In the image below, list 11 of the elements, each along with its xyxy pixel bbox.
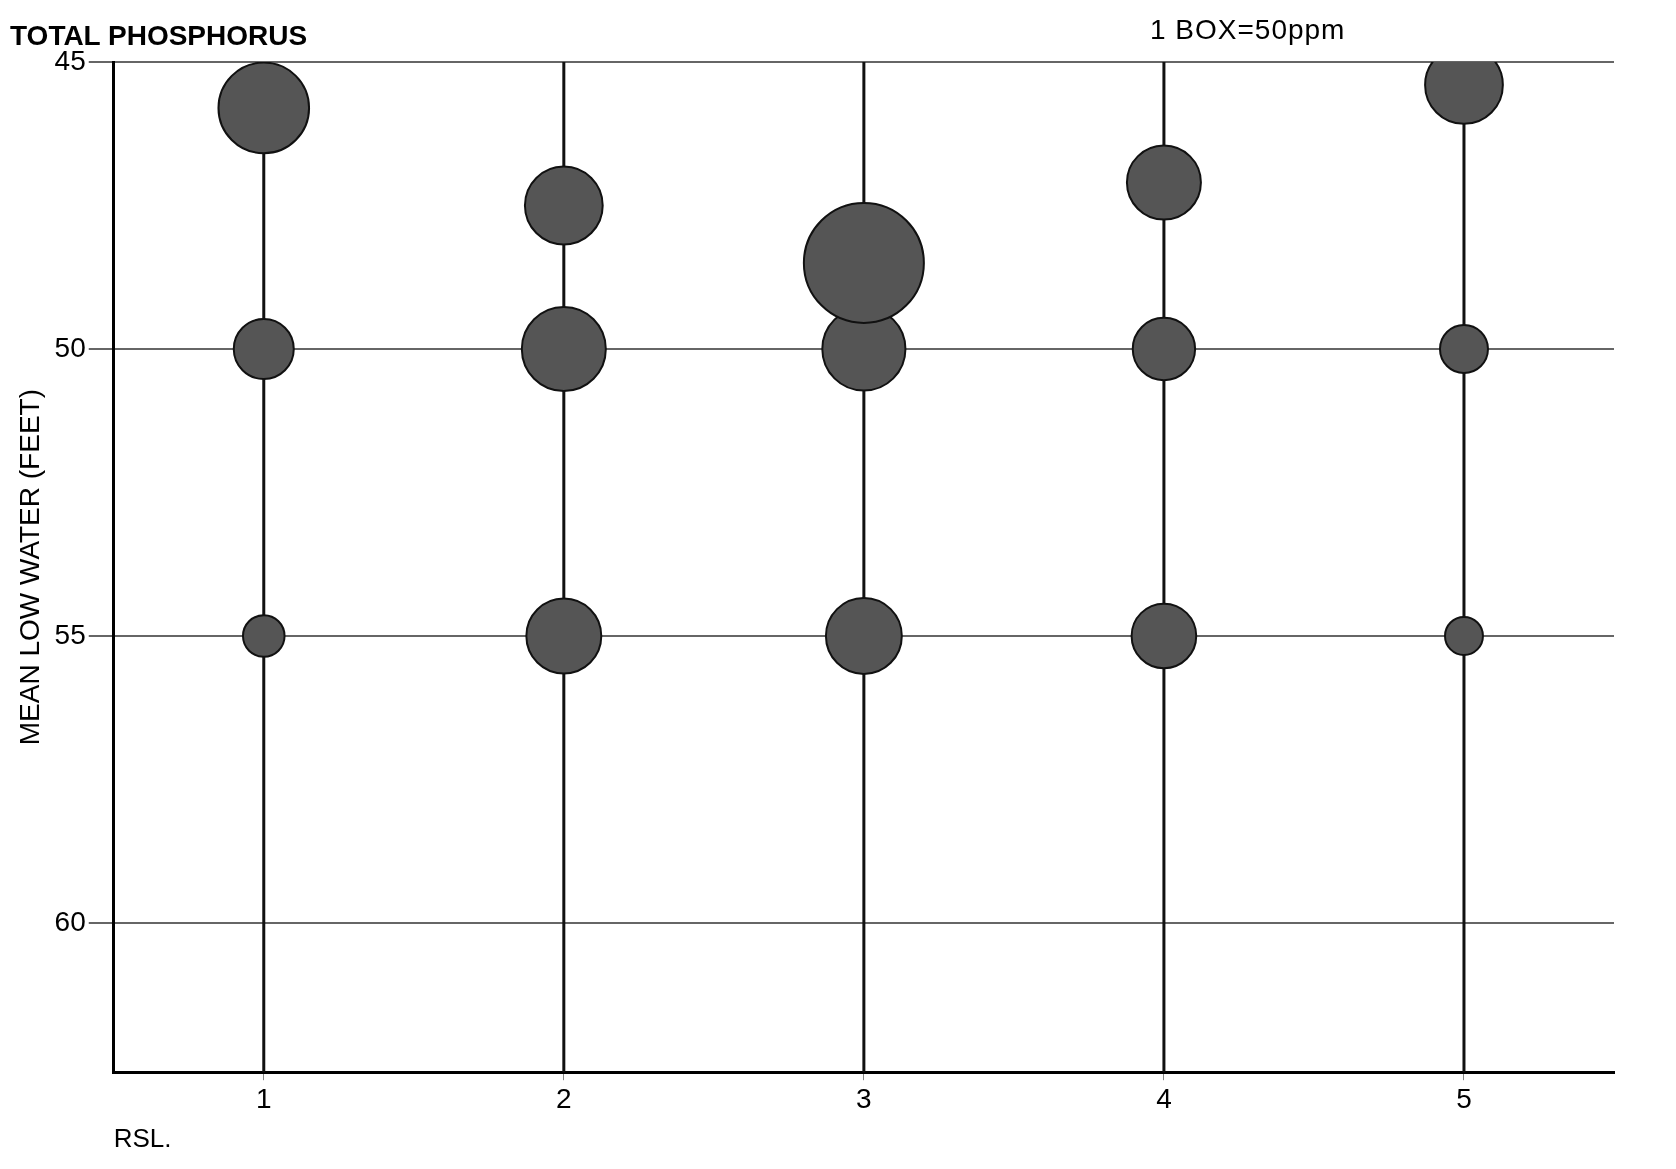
x-axis-title: RSL.: [113, 1122, 172, 1153]
y-axis-title: MEAN LOW WATER (FEET): [13, 388, 45, 746]
x-tick-label: 5: [1456, 1082, 1472, 1114]
x-tick-label: 4: [1156, 1082, 1172, 1114]
y-tick-label: 60: [54, 905, 86, 937]
y-tick-label: 50: [54, 331, 86, 363]
x-tick-label: 2: [556, 1082, 572, 1114]
x-tick-label: 1: [255, 1082, 272, 1114]
text: 1 BOX=50ppm: [1150, 14, 1346, 46]
y-tick-label: 55: [54, 618, 86, 650]
x-tick-label: 3: [856, 1082, 872, 1114]
